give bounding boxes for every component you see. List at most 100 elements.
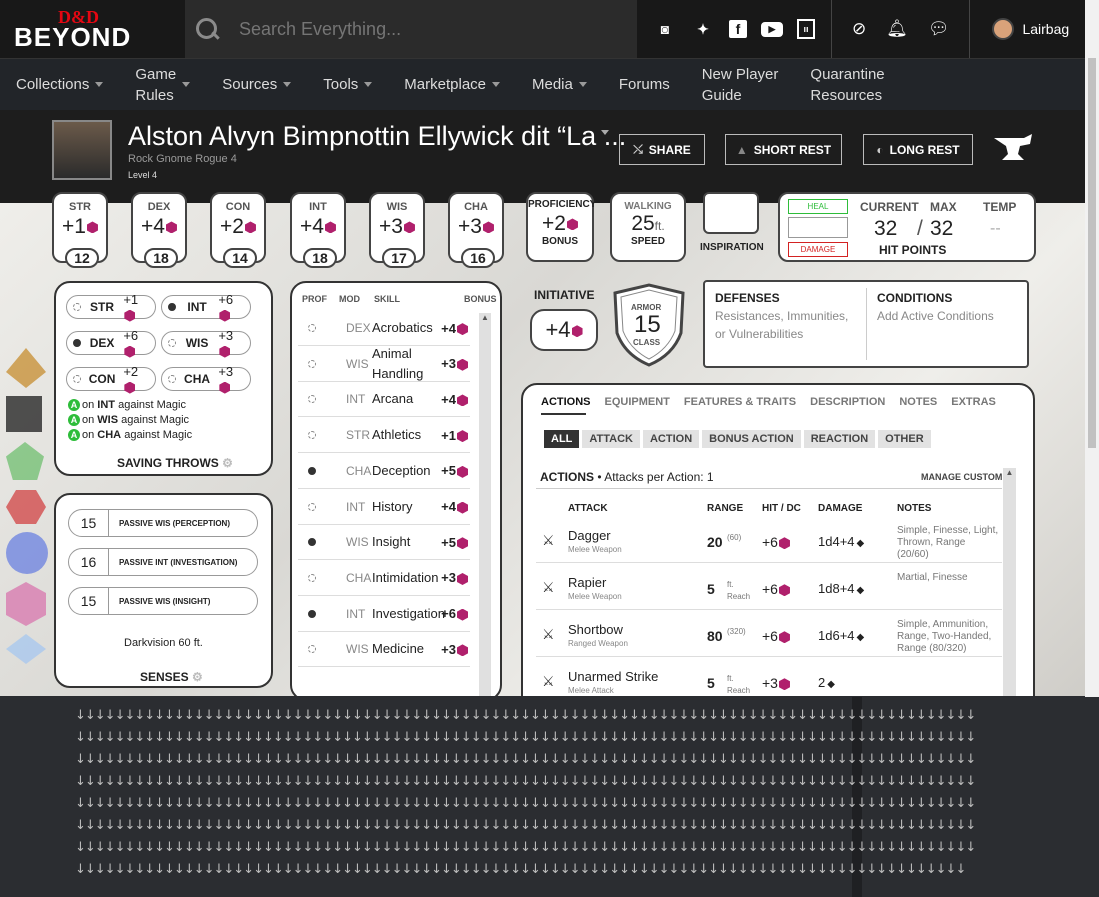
tab-actions[interactable]: ACTIONS <box>541 396 591 408</box>
dice-icon[interactable] <box>778 584 790 597</box>
dndbeyond-logo[interactable]: D&D BEYOND <box>0 0 185 58</box>
dice-icon[interactable] <box>457 430 468 443</box>
filter-bonus-action[interactable]: BONUS ACTION <box>702 430 801 448</box>
initiative-box[interactable]: +4 <box>530 309 598 351</box>
skill-row[interactable]: WIS Animal Handling +3 <box>298 346 470 382</box>
hp-adjust-input[interactable] <box>788 217 848 238</box>
attack-row[interactable]: ⚔ Shortbow Ranged Weapon 80 (320) +6 1d6+4 ◆ Sim… <box>536 610 1002 657</box>
dice-icon[interactable] <box>778 537 790 550</box>
dice-icon[interactable] <box>219 309 231 322</box>
save-cha[interactable]: CHA +3 <box>161 364 251 394</box>
gear-icon[interactable]: ⚙ <box>222 456 233 470</box>
discord-icon[interactable]: ◙ <box>660 21 670 37</box>
tab-equipment[interactable]: EQUIPMENT <box>604 396 670 408</box>
dice-icon[interactable] <box>124 309 136 322</box>
ability-cha[interactable]: CHA +3 16 <box>448 192 504 268</box>
dice-icon[interactable] <box>244 221 256 234</box>
user-menu[interactable]: Lairbag <box>970 0 1081 58</box>
attack-row[interactable]: ⚔ Unarmed Strike Melee Attack 5 ft. Reach +3 2… <box>536 657 1002 696</box>
dice-icon[interactable] <box>482 221 494 234</box>
nav-item[interactable]: Forums <box>603 74 686 95</box>
dice-icon[interactable] <box>165 221 177 234</box>
bell-icon[interactable]: 🔔︎ <box>886 19 908 38</box>
nav-item[interactable]: Collections <box>0 74 119 95</box>
search-icon[interactable] <box>193 15 221 43</box>
save-dex[interactable]: DEX +6 <box>66 328 156 358</box>
dice-icon[interactable] <box>324 221 336 234</box>
tab-extras[interactable]: EXTRAS <box>951 396 996 408</box>
filter-reaction[interactable]: REACTION <box>803 430 876 448</box>
nav-item[interactable]: Marketplace <box>388 74 516 95</box>
heal-button[interactable]: HEAL <box>788 199 848 214</box>
youtube-icon[interactable]: ▶ <box>761 21 783 37</box>
twitter-icon[interactable]: ✦ <box>697 20 709 37</box>
skill-row[interactable]: CHA Deception +5 <box>298 454 470 489</box>
nav-item[interactable]: Sources <box>206 74 307 95</box>
character-name[interactable]: Alston Alvyn Bimpnottin Ellywick dit “La… <box>128 121 627 151</box>
save-wis[interactable]: WIS +3 <box>161 328 251 358</box>
inspiration-box[interactable]: INSPIRATION <box>700 192 764 262</box>
attack-row[interactable]: ⚔ Dagger Melee Weapon 20 (60) +6 1d4+4 ◆ Simple,… <box>536 516 1002 563</box>
short-rest-button[interactable]: ▲ SHORT REST <box>725 134 842 165</box>
skill-row[interactable]: INT History +4 <box>298 490 470 525</box>
skill-row[interactable]: INT Arcana +4 <box>298 382 470 418</box>
save-str[interactable]: STR +1 <box>66 292 156 322</box>
dice-icon[interactable] <box>457 537 468 550</box>
tab-notes[interactable]: NOTES <box>899 396 938 408</box>
anvil-icon[interactable] <box>990 130 1034 166</box>
long-rest-button[interactable]: ◐ LONG REST <box>863 134 973 165</box>
nav-item[interactable]: Tools <box>307 74 388 95</box>
ability-con[interactable]: CON +2 14 <box>210 192 266 268</box>
dice-icon[interactable] <box>403 221 415 234</box>
current-hp[interactable]: 32 <box>874 217 898 240</box>
filter-attack[interactable]: ATTACK <box>582 430 640 448</box>
dice-icon[interactable] <box>457 608 468 621</box>
save-int[interactable]: INT +6 <box>161 292 251 322</box>
dice-icon[interactable] <box>566 218 578 231</box>
filter-action[interactable]: ACTION <box>642 430 700 448</box>
damage-button[interactable]: DAMAGE <box>788 242 848 257</box>
skills-scrollbar[interactable]: ▲ <box>479 313 491 696</box>
dice-toggle-icon[interactable]: ⊘ <box>852 19 867 38</box>
nav-item[interactable]: Media <box>516 74 603 95</box>
actions-scrollbar[interactable]: ▲ <box>1003 468 1016 696</box>
armor-class-value[interactable]: 15 <box>634 311 661 338</box>
dice-icon[interactable] <box>457 358 468 371</box>
dice-icon[interactable] <box>457 465 468 478</box>
dice-icon[interactable] <box>457 394 468 407</box>
dice-icon[interactable] <box>124 381 136 394</box>
conditions[interactable]: CONDITIONS Add Active Conditions <box>877 291 994 323</box>
nav-item[interactable]: Quarantine Resources <box>794 64 900 106</box>
tab-description[interactable]: DESCRIPTION <box>810 396 886 408</box>
skill-row[interactable]: DEX Acrobatics +4 <box>298 311 470 346</box>
manage-custom-link[interactable]: MANAGE CUSTOM <box>921 472 1003 482</box>
nav-item[interactable]: New Player Guide <box>686 64 795 106</box>
dice-icon[interactable] <box>457 572 468 585</box>
skill-row[interactable]: STR Athletics +1 <box>298 418 470 454</box>
nav-item[interactable]: Game Rules <box>119 64 206 106</box>
gear-icon[interactable]: ⚙ <box>192 670 203 684</box>
dice-icon[interactable] <box>457 644 468 657</box>
dice-icon[interactable] <box>86 221 98 234</box>
dice-icon[interactable] <box>778 631 790 644</box>
share-button[interactable]: ⤯ SHARE <box>619 134 705 165</box>
ability-wis[interactable]: WIS +3 17 <box>369 192 425 268</box>
tab-features-traits[interactable]: FEATURES & TRAITS <box>683 396 797 408</box>
filter-all[interactable]: ALL <box>544 430 580 448</box>
page-scrollbar[interactable] <box>1085 0 1099 697</box>
ability-dex[interactable]: DEX +4 18 <box>131 192 187 268</box>
ability-str[interactable]: STR +1 12 <box>52 192 108 268</box>
defenses[interactable]: DEFENSES Resistances, Immunities, or Vul… <box>715 291 849 341</box>
character-portrait[interactable] <box>52 120 112 180</box>
skill-row[interactable]: WIS Medicine +3 <box>298 632 470 668</box>
attack-row[interactable]: ⚔ Rapier Melee Weapon 5 ft. Reach +6 1d8+4 ◆ Mar… <box>536 563 1002 610</box>
ability-int[interactable]: INT +4 18 <box>290 192 346 268</box>
save-con[interactable]: CON +2 <box>66 364 156 394</box>
dice-icon[interactable] <box>219 381 231 394</box>
name-dropdown-icon[interactable] <box>601 130 609 135</box>
dice-icon[interactable] <box>457 501 468 514</box>
chat-icon[interactable]: 💬︎ <box>927 19 950 38</box>
twitch-icon[interactable]: ıı <box>797 19 815 39</box>
dice-icon[interactable] <box>219 345 231 358</box>
dice-icon[interactable] <box>124 345 136 358</box>
